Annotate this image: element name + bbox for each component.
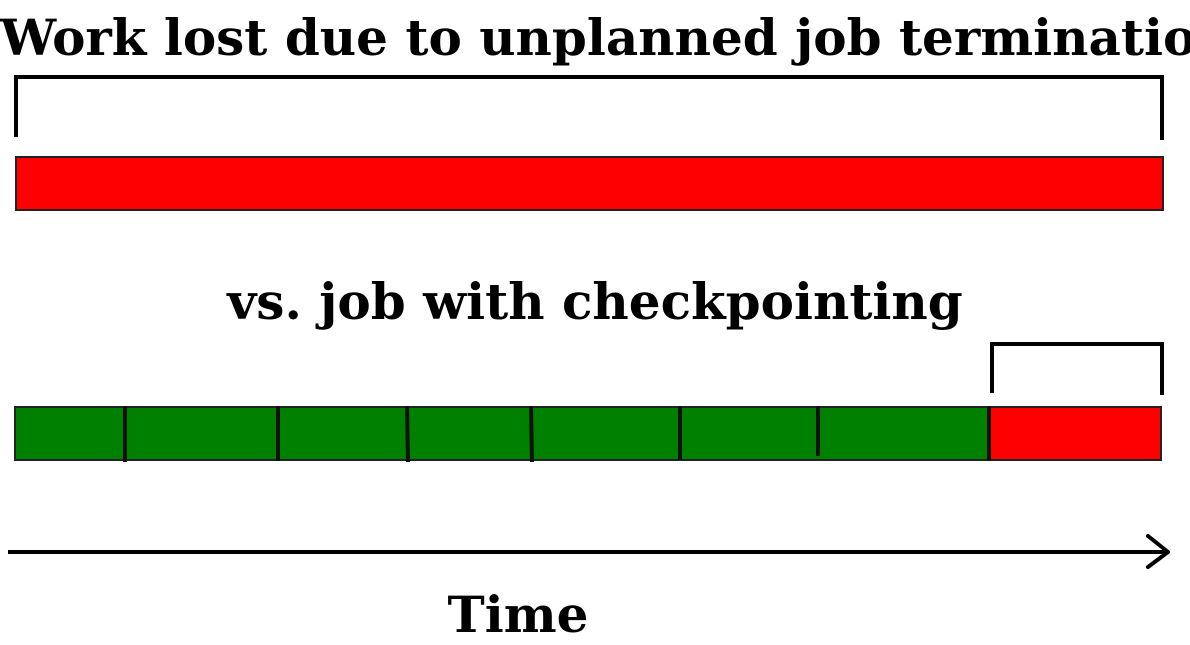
bar-checkpointed-job bbox=[14, 405, 1162, 463]
axis-label-time: Time bbox=[447, 585, 589, 644]
bracket-partial-loss bbox=[990, 342, 1164, 395]
title-checkpointing: vs. job with checkpointing bbox=[227, 272, 963, 331]
bar-lost-work-full bbox=[15, 156, 1164, 211]
checkpoint-marker bbox=[529, 405, 534, 463]
time-axis-arrow bbox=[8, 534, 1170, 569]
bracket-full-loss bbox=[14, 75, 1164, 140]
segment-green bbox=[14, 406, 990, 461]
title-work-lost: Work lost due to unplanned job terminati… bbox=[0, 8, 1190, 67]
segment-lost-red bbox=[988, 406, 1162, 461]
checkpoint-marker bbox=[405, 405, 410, 463]
